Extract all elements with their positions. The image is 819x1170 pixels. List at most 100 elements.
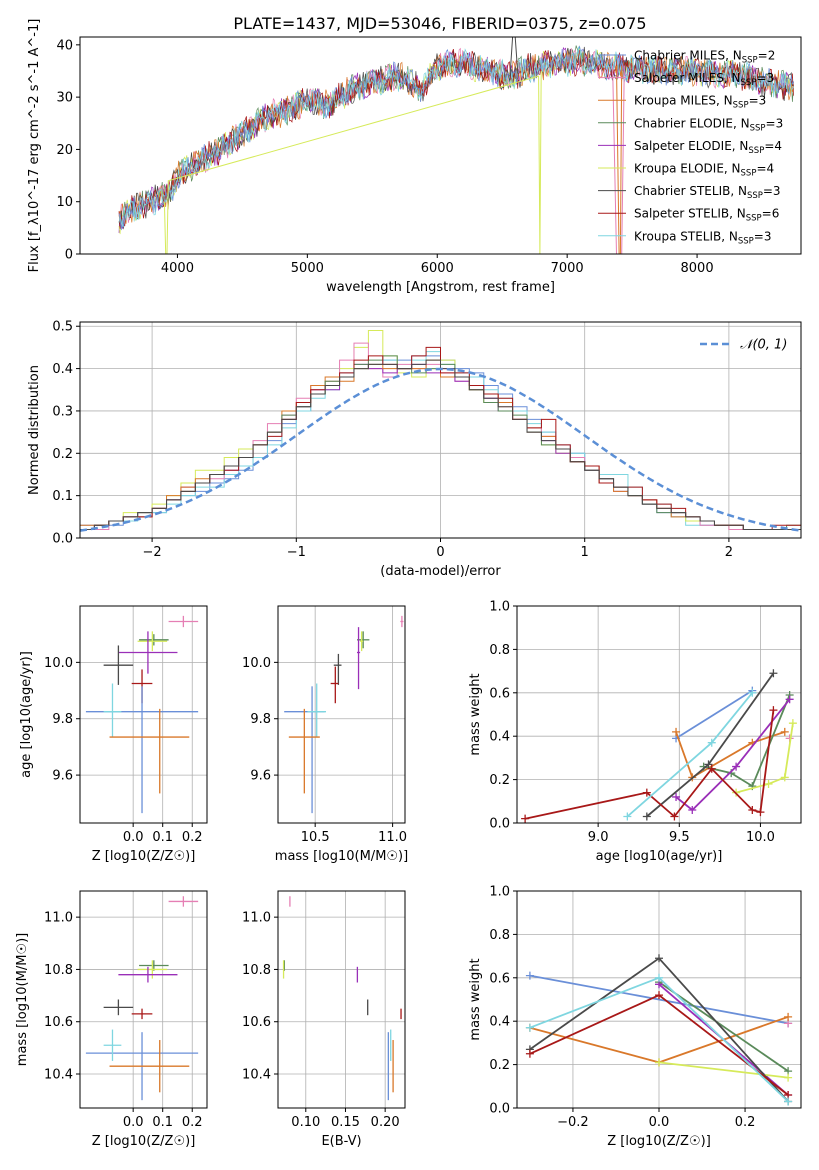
weight-marker-chabrier-stelib xyxy=(642,812,651,821)
spectrum-feature-salpeter-miles xyxy=(612,65,625,254)
weight-marker-kroupa-miles xyxy=(780,727,789,736)
x-tick-label: −0.2 xyxy=(557,1115,589,1130)
x-tick-label: 0.10 xyxy=(291,1115,320,1130)
legend-label-sub: SSP xyxy=(742,56,758,66)
x-tick-label: 0.2 xyxy=(182,830,203,845)
weight-marker-salpeter-elodie xyxy=(732,762,741,771)
weight-marker-salpeter-stelib xyxy=(748,805,757,814)
legend-label-tail: =6 xyxy=(762,207,780,221)
legend-label-main: Chabrier STELIB, N xyxy=(634,184,747,198)
weight-marker-salpeter-elodie xyxy=(785,695,794,704)
mass-vs-ebv-panel: 0.10 0.15 0.20 10.4 10.6 10.8 11.0 E(B-V) xyxy=(242,890,406,1149)
legend-label-sub: SSP xyxy=(748,146,764,156)
y-tick-label: 0.0 xyxy=(489,817,510,832)
weight-marker-salpeter-stelib xyxy=(670,812,679,821)
legend-label-salpeter-elodie: Salpeter ELODIE, NSSP=4 xyxy=(634,139,782,156)
plot-area xyxy=(282,896,402,1101)
weight-line-chabrier-miles xyxy=(529,974,789,1025)
spectrum-panel: 4000 5000 6000 7000 8000 0 10 20 30 40 wavelength … xyxy=(27,19,802,295)
weight-marker-salpeter-stelib xyxy=(769,706,778,715)
y-tick-label: 0.8 xyxy=(489,928,510,943)
weight-marker-salpeter-stelib xyxy=(521,814,530,823)
x-tick-label: 11.0 xyxy=(378,830,407,845)
y-axis-label: Normed distribution xyxy=(27,365,42,495)
y-tick-label: 0.4 xyxy=(489,1015,510,1030)
x-axis-label: E(B-V) xyxy=(321,1134,361,1149)
plot-area xyxy=(525,954,793,1106)
y-tick-label: 10.0 xyxy=(44,656,73,671)
spectrum-line-kroupa-stelib xyxy=(118,46,794,227)
legend-label-main: Kroupa STELIB, N xyxy=(634,229,738,243)
weight-marker-kroupa-miles xyxy=(672,727,681,736)
y-tick-label: 0.8 xyxy=(489,643,510,658)
y-axis-label: mass weight xyxy=(468,958,483,1040)
y-tick-label: 10.0 xyxy=(242,656,271,671)
weight-marker-kroupa-stelib xyxy=(707,738,716,747)
y-tick-label: 0.3 xyxy=(52,404,73,419)
legend-label-main: Kroupa MILES, N xyxy=(634,94,733,108)
weight-line-chabrier-miles xyxy=(675,689,753,740)
weight-marker-kroupa-stelib xyxy=(655,973,663,982)
residual-histogram-panel: −2 −1 0 1 2 0.0 0.1 0.2 0.3 0.4 0.5 (data-model)/er… xyxy=(27,320,802,579)
weight-line-chabrier-elodie xyxy=(703,694,791,788)
legend-label-main: Salpeter ELODIE, N xyxy=(634,139,748,153)
legend-label-main: Chabrier ELODIE, N xyxy=(634,116,750,130)
y-axis-label: mass [log10(M/M☉)] xyxy=(15,933,30,1066)
x-tick-label: 0.0 xyxy=(123,830,144,845)
y-tick-label: 10.4 xyxy=(44,1068,73,1083)
legend-label-tail: =2 xyxy=(758,49,776,63)
figure-title: PLATE=1437, MJD=53046, FIBERID=0375, z=0… xyxy=(233,14,646,33)
y-tick-label: 9.6 xyxy=(250,769,271,784)
weight-marker-chabrier-stelib xyxy=(655,954,663,963)
weight-marker-kroupa-miles xyxy=(784,1012,793,1021)
y-tick-label: 11.0 xyxy=(44,911,73,926)
age-vs-metallicity-panel: 0.0 0.1 0.2 9.6 9.8 10.0 Z [log10(Z/Z☉)] age [l… xyxy=(19,605,208,864)
legend-label-main: Salpeter STELIB, N xyxy=(634,207,746,221)
x-tick-label: −2 xyxy=(143,545,162,560)
legend-label-main: Chabrier MILES, N xyxy=(634,49,742,63)
weight-marker-chabrier-stelib xyxy=(769,669,778,678)
x-axis-label: (data-model)/error xyxy=(380,564,501,579)
x-axis-label: Z [log10(Z/Z☉)] xyxy=(607,1134,711,1149)
y-tick-label: 0 xyxy=(65,248,73,263)
y-axis-label: Flux [f_λ10^-17 erg cm^-2 s^-1 A^-1] xyxy=(27,19,42,273)
weight-marker-chabrier-miles xyxy=(525,971,534,980)
weight-marker-kroupa-elodie xyxy=(655,1058,663,1067)
x-tick-label: 4000 xyxy=(161,261,194,276)
legend-label-chabrier-stelib: Chabrier STELIB, NSSP=3 xyxy=(634,184,781,201)
legend-label-sub: SSP xyxy=(741,169,757,179)
weight-line-chabrier-elodie xyxy=(658,981,789,1072)
y-tick-label: 9.8 xyxy=(250,712,271,727)
legend-label-sub: SSP xyxy=(746,214,762,224)
weight-marker-salpeter-elodie xyxy=(672,792,681,801)
weight-marker-salpeter-stelib xyxy=(707,764,716,773)
spectrum-feature-kroupa-miles xyxy=(616,65,623,254)
y-tick-label: 9.6 xyxy=(52,769,73,784)
legend-label-salpeter-miles: Salpeter MILES, NSSP=3 xyxy=(634,71,774,88)
x-tick-label: 0.1 xyxy=(152,1115,173,1130)
weight-marker-kroupa-stelib xyxy=(623,812,632,821)
y-tick-label: 40 xyxy=(56,38,73,53)
weight-marker-chabrier-stelib xyxy=(704,760,713,769)
y-tick-label: 0.2 xyxy=(52,447,73,462)
legend-label-tail: =3 xyxy=(756,71,774,85)
plot-area xyxy=(521,669,797,823)
legend-label-kroupa-miles: Kroupa MILES, NSSP=3 xyxy=(634,94,766,111)
legend-label-sub: SSP xyxy=(747,191,763,201)
x-axis-label: age [log10(age/yr)] xyxy=(596,849,723,864)
axes-frame xyxy=(79,890,208,1109)
x-tick-label: 6000 xyxy=(421,261,454,276)
weight-line-kroupa-elodie xyxy=(735,723,794,794)
y-axis-label: mass weight xyxy=(468,673,483,755)
weight-marker-salpeter-stelib xyxy=(525,1049,534,1058)
weight-marker-salpeter-stelib xyxy=(642,788,651,797)
weight-marker-kroupa-elodie xyxy=(784,1073,793,1082)
y-tick-label: 20 xyxy=(56,143,73,158)
y-tick-label: 1.0 xyxy=(489,885,510,900)
x-tick-label: 5000 xyxy=(291,261,324,276)
y-axis-label: age [log10(age/yr)] xyxy=(19,651,34,778)
y-tick-label: 30 xyxy=(56,91,73,106)
x-tick-label: 8000 xyxy=(681,261,714,276)
y-tick-label: 10 xyxy=(56,195,73,210)
